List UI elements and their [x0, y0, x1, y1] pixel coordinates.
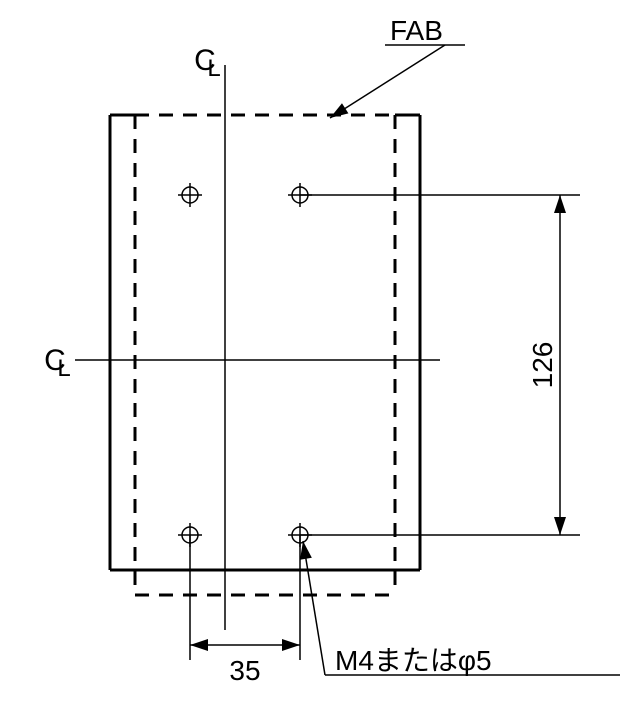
hole-spec-label: M4またはφ5 — [335, 645, 492, 676]
dimension-value-vertical: 126 — [527, 342, 558, 389]
centerline-symbol-sub: L — [207, 55, 220, 82]
fab-label: FAB — [390, 15, 443, 46]
centerline-symbol-sub: L — [57, 355, 70, 382]
dimension-value-horizontal: 35 — [229, 655, 260, 686]
